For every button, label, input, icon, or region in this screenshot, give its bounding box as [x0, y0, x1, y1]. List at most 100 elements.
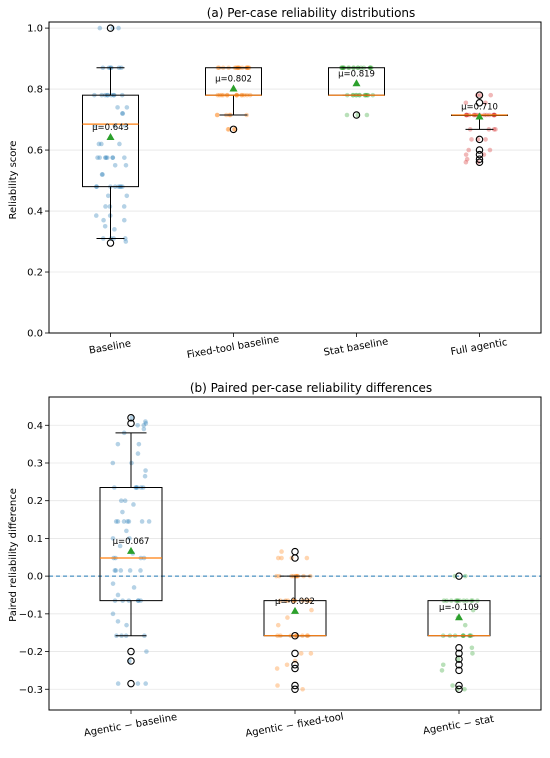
data-point-baseline	[96, 141, 102, 147]
outlier-agentic-fixed-tool	[291, 554, 299, 562]
data-point-agentic-baseline	[131, 502, 136, 507]
data-point-baseline	[120, 111, 126, 116]
data-point-agentic-baseline	[113, 568, 119, 573]
data-point-agentic-baseline	[135, 422, 140, 428]
outlier-stat-baseline	[352, 111, 361, 119]
data-point-full-agentic	[463, 100, 469, 106]
outlier-agentic-stat	[455, 681, 463, 690]
panel-b-plot-area: −0.3 −0.2 −0.1 0.0 0.1 0.2 0.3 0.4 μ=0.067 Agenti…	[19, 396, 542, 740]
outlier-agentic-stat	[455, 685, 463, 694]
data-point-fixed-tool-baseline	[214, 112, 220, 118]
y-tick-label: 0.4	[27, 207, 43, 218]
data-point-agentic-baseline	[141, 426, 147, 432]
data-point-full-agentic	[488, 92, 494, 98]
data-point-stat-baseline	[344, 112, 350, 118]
data-point-baseline	[117, 141, 122, 147]
data-point-full-agentic	[487, 147, 493, 153]
mean-label-agentic-fixed-tool: μ=-0.092	[275, 597, 315, 607]
data-point-full-agentic	[483, 137, 488, 142]
data-point-agentic-fixed-tool	[276, 573, 282, 579]
data-point-agentic-baseline	[122, 498, 128, 504]
panel-a-title: (a) Per-case reliability distributions	[207, 6, 416, 20]
y-tick-label: 0.3	[27, 458, 43, 469]
data-point-fixed-tool-baseline	[231, 127, 237, 132]
outlier-agentic-stat	[455, 666, 463, 675]
panel-a: (a) Per-case reliability distributions R…	[8, 6, 542, 361]
data-point-agentic-fixed-tool	[279, 555, 284, 561]
data-point-agentic-baseline	[143, 468, 148, 473]
y-tick-label: 0.0	[27, 329, 43, 340]
data-point-agentic-fixed-tool	[275, 555, 281, 561]
data-point-agentic-fixed-tool	[298, 651, 304, 656]
data-point-full-agentic	[464, 156, 470, 162]
data-point-full-agentic	[463, 159, 469, 165]
outlier-agentic-stat	[455, 649, 463, 658]
y-tick-label: 1.0	[27, 24, 43, 35]
data-point-baseline	[112, 227, 117, 232]
data-point-agentic-baseline	[143, 421, 149, 426]
data-point-agentic-baseline	[110, 536, 116, 541]
data-point-agentic-stat	[462, 622, 468, 628]
y-tick-label: 0.2	[27, 268, 43, 279]
box-baseline	[82, 94, 139, 188]
data-point-agentic-baseline	[144, 649, 149, 654]
data-point-baseline	[101, 217, 106, 223]
outlier-agentic-stat	[455, 655, 463, 663]
data-point-baseline	[110, 155, 116, 160]
data-point-baseline	[102, 223, 108, 229]
data-point-baseline	[124, 105, 130, 110]
data-point-agentic-baseline	[127, 536, 132, 541]
data-point-stat-baseline	[364, 112, 370, 118]
data-point-agentic-baseline	[142, 473, 148, 479]
mean-label-stat-baseline: μ=0.819	[338, 69, 375, 79]
data-point-agentic-fixed-tool	[308, 651, 314, 656]
data-point-baseline	[115, 105, 120, 110]
data-point-full-agentic	[491, 127, 497, 132]
data-point-agentic-fixed-tool	[279, 549, 284, 554]
outlier-baseline	[106, 239, 115, 247]
outlier-agentic-stat	[455, 644, 463, 652]
outlier-full-agentic	[475, 146, 484, 154]
mean-label-fixed-tool-baseline: μ=0.802	[215, 74, 252, 84]
data-point-baseline	[116, 25, 121, 31]
mean-label-agentic-stat: μ=-0.109	[439, 603, 479, 613]
data-point-full-agentic	[478, 92, 484, 98]
data-point-agentic-baseline	[131, 585, 137, 590]
data-point-agentic-fixed-tool	[284, 662, 290, 668]
data-point-baseline	[103, 155, 109, 160]
axes-frame	[48, 21, 542, 334]
mean-marker-baseline	[106, 132, 115, 140]
x-tick-label-agentic-baseline: Agentic − baseline	[83, 712, 178, 739]
x-tick-label-fixed-tool-baseline: Fixed-tool baseline	[186, 334, 280, 361]
data-point-agentic-baseline	[117, 543, 123, 549]
data-point-baseline	[97, 25, 103, 31]
data-point-baseline	[99, 141, 104, 147]
data-point-agentic-baseline	[141, 422, 147, 428]
data-point-baseline	[95, 155, 100, 160]
outlier-agentic-baseline	[127, 679, 135, 688]
data-point-agentic-baseline	[112, 568, 118, 573]
outlier-full-agentic	[475, 150, 484, 159]
data-point-agentic-baseline	[129, 460, 134, 466]
data-point-agentic-baseline	[126, 519, 132, 524]
data-point-fixed-tool-baseline	[226, 127, 231, 132]
outlier-agentic-fixed-tool	[291, 664, 299, 673]
data-point-agentic-stat	[440, 662, 446, 668]
x-tick-label-baseline: Baseline	[88, 338, 132, 356]
outlier-agentic-fixed-tool	[291, 685, 299, 694]
data-point-baseline	[107, 204, 113, 209]
data-point-agentic-fixed-tool	[275, 683, 280, 688]
box-agentic-baseline	[99, 487, 163, 602]
outlier-agentic-fixed-tool	[291, 681, 299, 690]
data-point-agentic-baseline	[143, 681, 148, 686]
outlier-full-agentic	[475, 135, 484, 144]
data-point-baseline	[124, 193, 130, 199]
y-tick-label: −0.1	[19, 609, 43, 620]
outlier-baseline	[106, 24, 115, 32]
y-tick-label: −0.3	[19, 685, 43, 696]
x-tick-label-agentic-fixed-tool: Agentic − fixed-tool	[245, 711, 345, 739]
data-point-fixed-tool-baseline	[214, 112, 220, 118]
data-point-agentic-stat	[470, 607, 476, 613]
data-point-agentic-baseline	[125, 519, 130, 524]
